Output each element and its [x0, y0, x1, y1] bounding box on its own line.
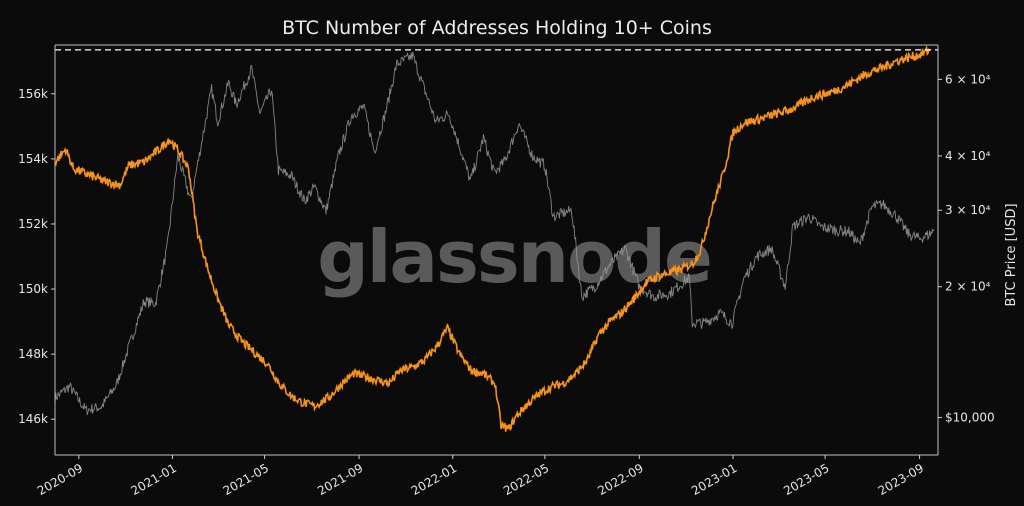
right-tick-label: 6 × 10⁴: [945, 72, 991, 86]
btc-price-line: [54, 51, 935, 416]
left-tick-label: 148k: [18, 347, 48, 361]
right-axis-label: BTC Price [USD]: [1004, 203, 1019, 306]
left-tick-label: 152k: [18, 217, 48, 231]
right-tick-label: 3 × 10⁴: [945, 203, 991, 217]
plot-area: [54, 44, 938, 432]
right-tick-label: $10,000: [945, 411, 995, 425]
glassnode-watermark: glassnode: [317, 215, 711, 299]
left-tick-label: 146k: [18, 412, 48, 426]
chart-title: BTC Number of Addresses Holding 10+ Coin…: [282, 17, 712, 39]
left-tick-label: 156k: [18, 87, 48, 101]
right-tick-label: 2 × 10⁴: [945, 280, 991, 294]
left-tick-label: 150k: [18, 282, 48, 296]
left-tick-label: 154k: [18, 152, 48, 166]
right-tick-label: 4 × 10⁴: [945, 149, 991, 163]
addresses-10plus-line: [54, 44, 931, 432]
